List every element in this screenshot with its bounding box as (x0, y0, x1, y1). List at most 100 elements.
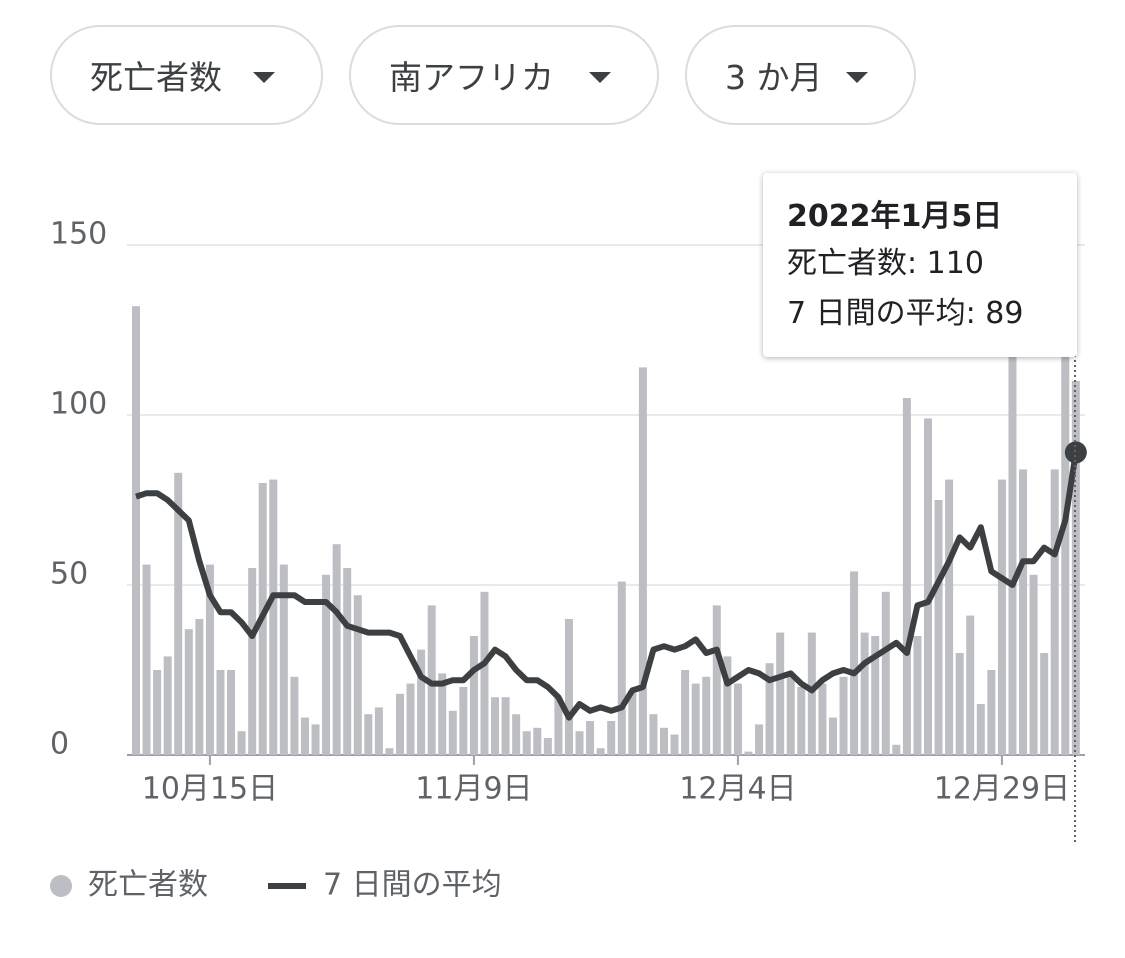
bar (227, 670, 236, 755)
bar (712, 605, 721, 755)
bar (142, 564, 151, 755)
bar (1029, 574, 1038, 755)
y-tick-label: 150 (50, 217, 107, 252)
legend-swatch (50, 875, 72, 897)
bar (480, 591, 489, 755)
bar (184, 629, 193, 755)
bar (417, 649, 426, 755)
tooltip-title: 2022年1月5日 (787, 199, 1003, 234)
bar (248, 568, 257, 755)
bar (290, 676, 299, 755)
bar (575, 731, 584, 755)
bar (1071, 381, 1080, 755)
bar (786, 676, 795, 755)
bar (448, 710, 457, 755)
bar (871, 636, 880, 755)
bar (374, 707, 383, 755)
bar (332, 544, 341, 755)
bar (755, 724, 764, 755)
bar (660, 727, 668, 755)
bar (564, 619, 573, 755)
y-tick-label: 100 (50, 387, 107, 422)
bar (881, 591, 890, 755)
bar (1050, 469, 1059, 755)
metric-dropdown[interactable]: 死亡者数 (50, 25, 323, 125)
bar (512, 714, 521, 755)
tooltip: 2022年1月5日 死亡者数: 110 7 日間の平均: 89 (763, 173, 1077, 357)
bar (691, 683, 700, 755)
tooltip-line: 死亡者数: 110 (787, 246, 984, 281)
bar (353, 595, 362, 755)
bar (839, 676, 848, 755)
bar (776, 632, 785, 755)
bar (554, 697, 563, 755)
bar (543, 738, 552, 755)
bar (902, 398, 911, 755)
bar (649, 714, 658, 755)
bar (501, 697, 510, 755)
bar (976, 704, 985, 755)
bar (723, 656, 732, 755)
bar (237, 731, 246, 755)
bar (300, 717, 309, 755)
bar (216, 670, 225, 755)
bar (269, 479, 278, 755)
tooltip-line: 7 日間の平均: 89 (787, 296, 1024, 331)
bar (163, 656, 172, 755)
bar (617, 581, 626, 755)
bar (934, 500, 943, 755)
bar (765, 663, 774, 755)
bar (1040, 653, 1049, 755)
y-tick-label: 50 (50, 557, 88, 592)
bar (406, 683, 415, 755)
bar (681, 670, 690, 755)
bar (955, 653, 964, 755)
region-dropdown[interactable]: 南アフリカ (349, 25, 659, 125)
bar (670, 734, 679, 755)
x-tick-label: 12月4日 (679, 772, 796, 807)
bar (828, 717, 837, 755)
bar (818, 683, 827, 755)
bar (892, 744, 901, 755)
y-tick-label: 0 (50, 727, 69, 762)
bar (195, 619, 204, 755)
bar (343, 568, 352, 755)
bar (174, 472, 183, 755)
bar (850, 571, 859, 755)
bar (438, 673, 447, 755)
bar (744, 751, 753, 755)
bar (385, 748, 394, 755)
bar (596, 748, 605, 755)
bar (638, 367, 647, 755)
bar (153, 670, 162, 755)
hover-point (1064, 441, 1087, 464)
average-line (135, 451, 1079, 721)
bar (987, 670, 996, 755)
bar (132, 306, 140, 755)
bar (279, 564, 288, 755)
bar (966, 615, 975, 755)
bar (860, 632, 869, 755)
bar (459, 687, 468, 755)
bar (1019, 469, 1028, 755)
bar (807, 632, 816, 755)
range-dropdown[interactable]: 3 か月 (685, 25, 916, 125)
x-tick-label: 11月9日 (415, 772, 532, 807)
bar (491, 697, 500, 755)
bar (311, 724, 320, 755)
bar (997, 479, 1006, 755)
bar (586, 721, 595, 755)
bar (1008, 353, 1017, 755)
bar (522, 731, 531, 755)
bar (396, 693, 404, 755)
bar (945, 479, 954, 755)
x-tick-label: 10月15日 (142, 772, 278, 807)
bar (702, 676, 711, 755)
x-tick-label: 12月29日 (934, 772, 1070, 807)
legend-label: 7 日間の平均 (323, 868, 502, 903)
bar (533, 727, 542, 755)
bar (364, 714, 373, 755)
bar (924, 418, 932, 755)
